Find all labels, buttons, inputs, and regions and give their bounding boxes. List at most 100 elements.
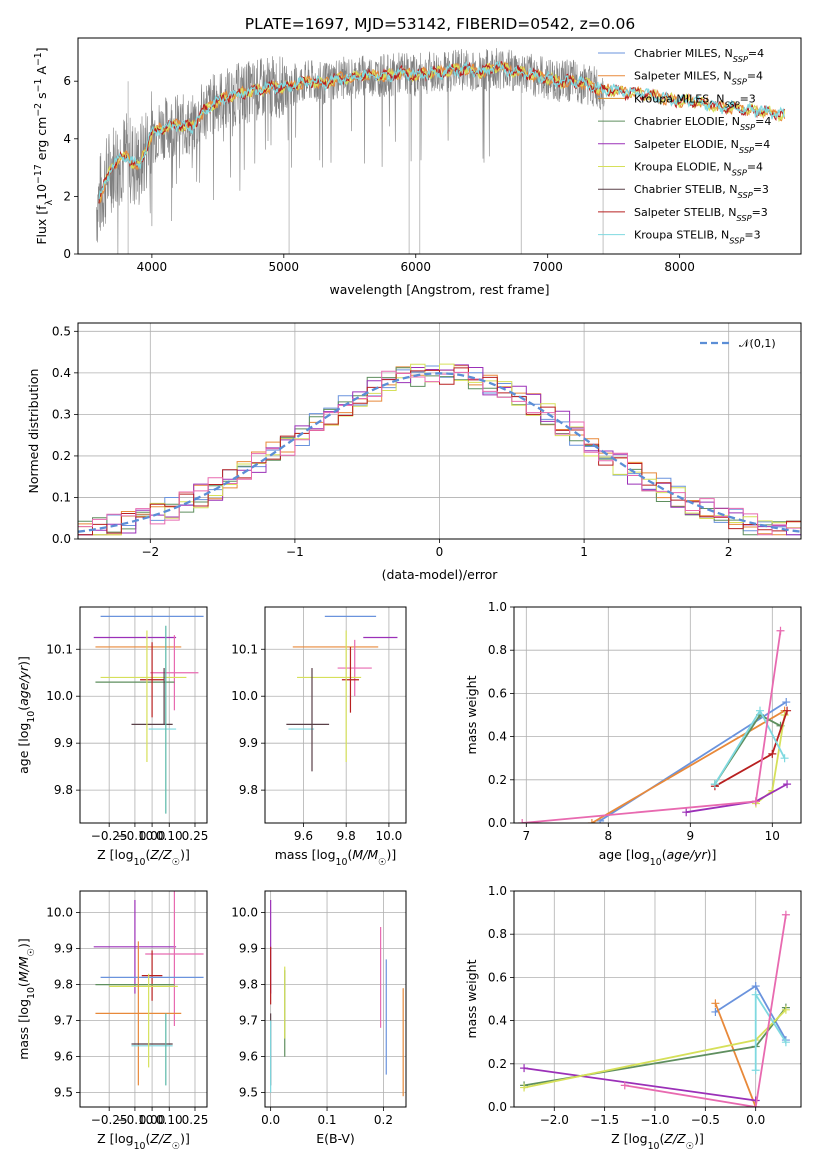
weight-marker — [781, 1005, 790, 1014]
x-tick-label: −0.10 — [117, 829, 154, 843]
x-axis-label: Z [log10(Z/Z☉)] — [611, 1131, 704, 1152]
y-tick-label: 10.0 — [231, 906, 258, 920]
x-axis-label: wavelength [Angstrom, rest frame] — [329, 282, 549, 297]
y-tick-label: 0.0 — [488, 816, 507, 830]
error-bars — [93, 891, 204, 1086]
y-axis-label: mass weight — [464, 675, 479, 754]
axes-frame — [79, 606, 208, 824]
y-tick-label: 9.8 — [54, 783, 73, 797]
x-tick-label: 10 — [765, 829, 780, 843]
error-bars — [93, 615, 204, 814]
legend-entry: Kroupa ELODIE, NSSP=4 — [634, 161, 763, 178]
x-axis-label: E(B-V) — [316, 1131, 355, 1146]
weight-marker — [751, 797, 760, 806]
axes-frame — [264, 890, 407, 1108]
y-tick-label: 9.8 — [239, 978, 258, 992]
error-bars — [286, 615, 398, 772]
weight-series — [710, 706, 789, 789]
y-tick-label: 0.4 — [52, 366, 71, 380]
model-line — [98, 60, 786, 200]
x-axis-label: mass [log10(M/M☉)] — [275, 847, 397, 868]
weight-marker — [780, 754, 789, 763]
y-tick-label: 0.2 — [488, 773, 507, 787]
y-tick-label: 1.0 — [488, 600, 507, 614]
data-point — [150, 635, 199, 711]
residual-panel: −2 −1 0 1 2 0.0 0.1 0.2 0.3 0.4 0.5 (data-model)/er… — [26, 322, 802, 582]
weight-marker — [520, 1064, 529, 1073]
x-tick-label: −0.5 — [691, 1113, 720, 1127]
x-tick-label: 0.0 — [261, 1113, 280, 1127]
x-tick-label: −2.0 — [540, 1113, 569, 1127]
x-tick-label: −2 — [141, 545, 159, 559]
mass-weight-vs-Z-panel: −2.0 −1.5 −1.0 −0.5 0.0 0.0 0.2 0.4 0.6 0.8 1.0 Z [… — [464, 884, 802, 1152]
x-tick-label: 8000 — [664, 260, 695, 274]
x-tick-label: 1 — [580, 545, 588, 559]
normal-curve — [78, 372, 801, 533]
y-tick-label: 9.9 — [54, 736, 73, 750]
weight-line — [591, 709, 786, 823]
x-tick-label: −0.25 — [91, 1113, 128, 1127]
weight-line — [624, 914, 787, 1107]
weight-marker — [768, 749, 777, 758]
x-tick-label: 4000 — [137, 260, 168, 274]
legend-entry: Chabrier ELODIE, NSSP=4 — [634, 115, 771, 132]
y-tick-label: 10.0 — [231, 689, 258, 703]
weight-line — [714, 713, 781, 785]
x-axis-label: age [log10(age/yr)] — [599, 847, 717, 868]
data-point — [145, 891, 204, 1026]
x-tick-label: 6000 — [400, 260, 431, 274]
y-tick-label: 9.5 — [54, 1086, 73, 1100]
weight-marker — [751, 990, 760, 999]
spectrum-panel: 4000 5000 6000 7000 8000 0 2 4 6 wavelength [Angs… — [33, 37, 802, 297]
weight-marker — [682, 808, 691, 817]
weight-series — [620, 910, 790, 1107]
weight-series — [518, 626, 785, 823]
x-tick-label: 7 — [522, 829, 530, 843]
y-tick-label: 0.2 — [488, 1057, 507, 1071]
x-tick-label: 9.6 — [294, 829, 313, 843]
axes-frame — [513, 606, 802, 824]
legend-entry: Kroupa MILES, NSSP=3 — [634, 92, 756, 109]
weight-series — [751, 990, 790, 1075]
y-tick-label: 2 — [63, 189, 71, 203]
x-tick-label: 5000 — [269, 260, 300, 274]
x-tick-label: 2 — [725, 545, 733, 559]
x-tick-label: 0.10 — [156, 1113, 183, 1127]
weight-series — [682, 780, 792, 817]
data-point — [341, 646, 359, 713]
y-tick-label: 0.4 — [488, 1014, 507, 1028]
weight-marker — [751, 1066, 760, 1075]
data-point — [141, 950, 163, 1001]
x-tick-label: 0.1 — [317, 1113, 336, 1127]
data-point — [93, 900, 177, 994]
x-axis-label: Z [log10(Z/Z☉)] — [97, 847, 190, 868]
legend-entry: Salpeter STELIB, NSSP=3 — [634, 206, 768, 223]
y-tick-label: 0.4 — [488, 730, 507, 744]
legend-entry: Salpeter MILES, NSSP=4 — [634, 70, 763, 87]
y-tick-label: 0.8 — [488, 927, 507, 941]
y-tick-label: 1.0 — [488, 884, 507, 898]
y-tick-label: 9.7 — [54, 1014, 73, 1028]
y-tick-label: 0.0 — [52, 532, 71, 546]
weight-marker — [776, 626, 785, 635]
y-tick-label: 10.1 — [231, 642, 258, 656]
y-tick-label: 0.0 — [488, 1100, 507, 1114]
weight-marker — [781, 910, 790, 919]
y-tick-label: 0 — [63, 247, 71, 261]
histogram-step — [78, 370, 801, 536]
x-tick-label: 9 — [686, 829, 694, 843]
mass-vs-Z-panel: −0.25−0.100.000.10 0.25 9.5 9.6 9.7 9.8 9.9 10.… — [16, 890, 208, 1152]
y-tick-label: 9.7 — [239, 1014, 258, 1028]
x-tick-label: −1.5 — [590, 1113, 619, 1127]
axes-frame — [77, 37, 802, 255]
weight-marker — [782, 698, 791, 707]
weight-marker — [620, 1081, 629, 1090]
y-axis-label: age [log10(age/yr)] — [16, 656, 37, 774]
y-tick-label: 9.6 — [239, 1050, 258, 1064]
mass-weight-vs-age-panel: 7 8 9 10 0.0 0.2 0.4 0.6 0.8 1.0 age [log10(age/yr… — [464, 600, 802, 868]
x-tick-label: 0.00 — [139, 829, 166, 843]
axes-frame — [513, 890, 802, 1108]
spectrum-lines — [96, 48, 786, 254]
weight-series — [520, 1064, 760, 1105]
weight-marker — [518, 819, 527, 823]
